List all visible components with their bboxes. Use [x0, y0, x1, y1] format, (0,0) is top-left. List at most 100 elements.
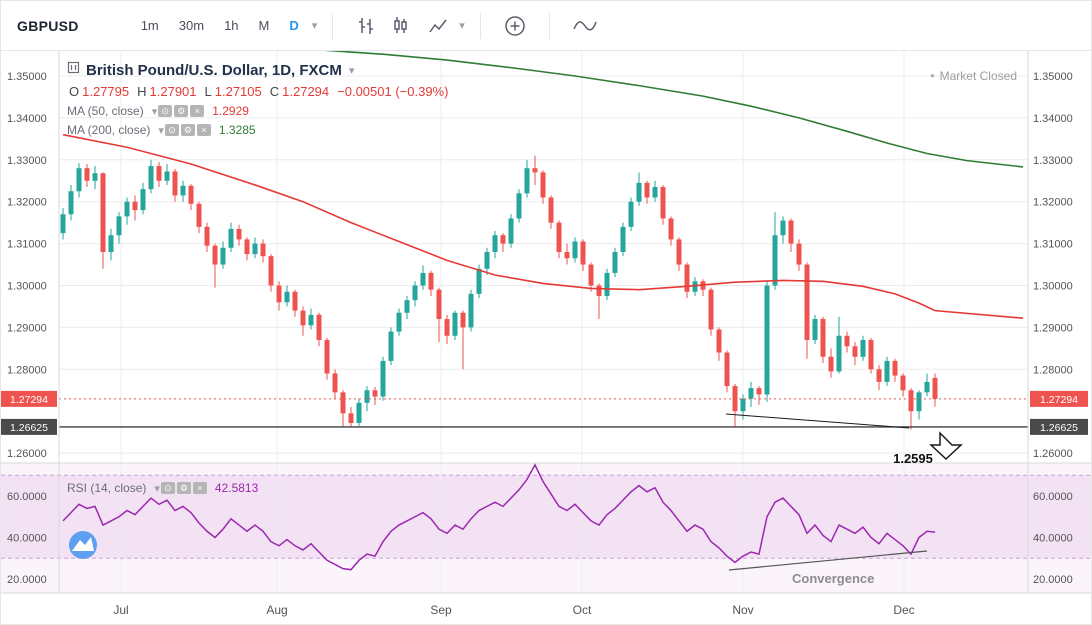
price-tick-right: 1.33000	[1033, 155, 1073, 167]
rsi-line	[62, 463, 936, 571]
candle-body	[852, 346, 858, 357]
chart-type-caret[interactable]: ▾	[459, 20, 465, 32]
candle-body	[540, 172, 546, 198]
candle-body	[684, 264, 690, 292]
down-arrow-drawing[interactable]	[929, 431, 963, 461]
candle-body	[276, 285, 282, 303]
candle-body	[860, 339, 866, 357]
interval-dropdown-caret[interactable]: ▾	[311, 20, 318, 32]
candle-body	[324, 339, 330, 374]
rsi-tick-right: 20.0000	[1033, 574, 1073, 586]
ma50-legend-row[interactable]: MA (50, close) ▾ ⊙ ⚙ × 1.2929	[67, 104, 448, 118]
candle-body	[412, 285, 418, 301]
candle-body	[396, 312, 402, 332]
low-value: 1.27105	[214, 84, 262, 99]
candle-body	[788, 220, 794, 244]
support-badge-right-text: 1.26625	[1040, 422, 1078, 434]
gear-icon[interactable]: ⚙	[176, 482, 191, 494]
toolbar-separator	[332, 12, 334, 39]
right-price-axis[interactable]	[1028, 51, 1092, 593]
candle-body	[820, 319, 826, 357]
candle-body	[772, 235, 778, 286]
interval-D[interactable]: D	[289, 18, 299, 33]
candle-body	[148, 166, 154, 190]
interval-1m[interactable]: 1m	[140, 18, 159, 33]
ma50-caret-icon[interactable]: ▾	[151, 105, 158, 118]
trendline-main[interactable]	[725, 413, 910, 429]
rsi-layer[interactable]	[62, 463, 936, 571]
close-icon[interactable]: ×	[196, 124, 211, 136]
market-status-label: Market Closed	[939, 68, 1017, 83]
rsi-caret-icon[interactable]: ▾	[154, 482, 160, 495]
price-tick-left: 1.35000	[7, 71, 47, 83]
price-tick-left: 1.26000	[7, 448, 47, 460]
last-price-badge-left-text: 1.27294	[10, 394, 48, 406]
interval-1h[interactable]: 1h	[224, 18, 239, 33]
trendline-rsi[interactable]	[728, 550, 928, 571]
month-label: Nov	[732, 603, 753, 617]
ohlc-row: O 1.27795 H 1.27901 L 1.27105 C 1.27294 −0.0…	[67, 84, 448, 99]
candle-body	[444, 319, 450, 336]
line-area-icon[interactable]	[427, 15, 449, 37]
interval-30m[interactable]: 30m	[178, 18, 205, 33]
candle-body	[404, 300, 410, 313]
symbol-label[interactable]: GBPUSD	[17, 17, 79, 34]
indicators-icon[interactable]	[572, 15, 598, 37]
candle-body	[716, 329, 722, 353]
candle-body	[548, 197, 554, 223]
candle-body	[812, 319, 818, 340]
rsi-legend-row[interactable]: RSI (14, close) ▾ ⊙ ⚙ × 42.5813	[67, 481, 258, 495]
price-tick-right: 1.34000	[1033, 113, 1073, 125]
candle-body	[356, 402, 362, 423]
support-badge-left-text: 1.26625	[10, 422, 48, 434]
compare-icon[interactable]	[503, 14, 527, 38]
candle-body	[516, 193, 522, 219]
candle-body	[580, 241, 586, 265]
interval-M[interactable]: M	[258, 18, 270, 33]
ma200-caret-icon[interactable]: ▾	[158, 124, 164, 137]
month-label: Dec	[893, 603, 914, 617]
candle-body	[596, 285, 602, 296]
candle-body	[668, 218, 674, 240]
candle-body	[916, 392, 922, 412]
candle-body	[284, 291, 290, 303]
candle-body	[196, 203, 202, 227]
close-icon[interactable]: ×	[190, 105, 205, 117]
left-price-axis[interactable]	[1, 51, 59, 593]
candle-body	[388, 331, 394, 361]
candle-body	[636, 182, 642, 202]
candle-body	[724, 352, 730, 387]
price-tick-left: 1.33000	[7, 155, 47, 167]
candle-body	[116, 216, 122, 236]
price-tick-left: 1.31000	[7, 239, 47, 251]
gear-icon[interactable]: ⚙	[174, 105, 189, 117]
close-icon[interactable]: ×	[192, 482, 207, 494]
candle-body	[244, 239, 250, 255]
candlesticks-icon[interactable]	[391, 15, 413, 37]
candle-body	[748, 388, 754, 399]
symbol-legend-row[interactable]: British Pound/U.S. Dollar, 1D, FXCM ▾	[67, 61, 448, 79]
rsi-label: RSI (14, close)	[67, 481, 147, 495]
month-label: Jul	[113, 603, 128, 617]
eye-icon[interactable]: ⊙	[160, 482, 175, 494]
candle-body	[100, 173, 106, 252]
gear-icon[interactable]: ⚙	[180, 124, 195, 136]
eye-icon[interactable]: ⊙	[158, 105, 173, 117]
candle-body	[220, 247, 226, 265]
time-axis[interactable]	[1, 593, 1092, 625]
legend-caret-icon[interactable]: ▾	[348, 64, 355, 77]
candle-body	[924, 381, 930, 393]
candles-layer[interactable]	[60, 51, 1024, 430]
candle-body	[76, 168, 82, 192]
ohlc-bars-icon[interactable]	[355, 15, 377, 37]
candle-body	[420, 272, 426, 286]
candle-body	[436, 289, 442, 320]
candle-body	[260, 243, 266, 257]
candle-body	[524, 168, 530, 194]
candle-body	[572, 241, 578, 259]
ma200-legend-row[interactable]: MA (200, close) ▾ ⊙ ⚙ × 1.3285	[67, 123, 448, 137]
ma200-value: 1.3285	[218, 123, 256, 137]
eye-icon[interactable]: ⊙	[164, 124, 179, 136]
price-tick-left: 1.32000	[7, 197, 47, 209]
